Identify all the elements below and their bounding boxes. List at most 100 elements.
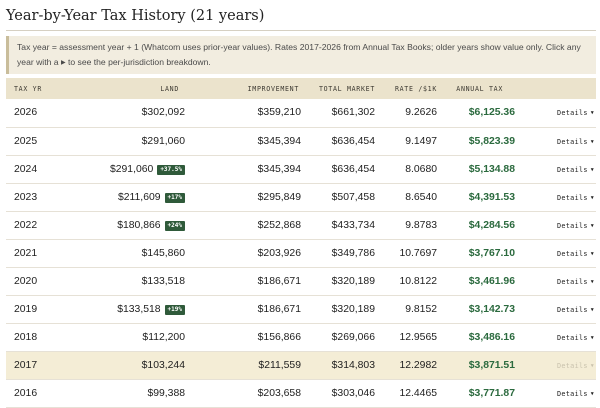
cell-annual-tax: $4,391.53 xyxy=(437,183,519,212)
cell-details: Details ▼ xyxy=(519,211,596,240)
cell-land: $211,609 +17% xyxy=(68,183,193,212)
table-row[interactable]: 2021 $145,860 $203,926 $349,786 10.7697 $3,76… xyxy=(6,239,596,268)
cell-total-market: $661,302 xyxy=(303,99,375,128)
details-toggle[interactable]: Details ▼ xyxy=(557,166,594,174)
cell-total-market: $349,786 xyxy=(303,239,375,268)
land-change-badge: +37.5% xyxy=(157,164,185,175)
cell-rate: 12.9565 xyxy=(375,323,437,352)
cell-rate: 10.8122 xyxy=(375,267,437,296)
land-value: $291,060 xyxy=(141,135,185,147)
land-change-badge: +19% xyxy=(164,304,185,315)
cell-rate: 12.2982 xyxy=(375,351,437,380)
cell-tax-year: 2026 xyxy=(6,99,68,128)
cell-improvement: $203,658 xyxy=(193,379,303,408)
cell-land: $103,244 xyxy=(68,351,193,380)
details-toggle[interactable]: Details ▼ xyxy=(557,194,594,202)
table-row[interactable]: 2026 $302,092 $359,210 $661,302 9.2626 $6,125… xyxy=(6,99,596,128)
cell-rate: 8.0680 xyxy=(375,155,437,184)
table-row[interactable]: 2023 $211,609 +17% $295,849 $507,458 8.6540 $4… xyxy=(6,183,596,212)
land-value: $291,060 xyxy=(109,163,154,175)
land-change-badge: +17% xyxy=(164,192,185,203)
cell-improvement: $203,926 xyxy=(193,239,303,268)
header-total-market[interactable]: TOTAL MARKET xyxy=(303,78,375,99)
cell-annual-tax: $3,771.87 xyxy=(437,379,519,408)
cell-improvement: $211,559 xyxy=(193,351,303,380)
tax-history-table: TAX YR LAND IMPROVEMENT TOTAL MARKET RAT… xyxy=(6,78,596,408)
header-tax-year[interactable]: TAX YR xyxy=(6,78,68,99)
cell-tax-year: 2021 xyxy=(6,239,68,268)
triangle-down-icon: ▼ xyxy=(590,362,595,369)
land-change-badge: +24% xyxy=(164,220,185,231)
details-toggle[interactable]: Details ▼ xyxy=(557,250,594,258)
table-row[interactable]: 2025 $291,060 $345,394 $636,454 9.1497 $5,823… xyxy=(6,127,596,156)
land-value: $99,388 xyxy=(147,387,185,399)
cell-land: $291,060 xyxy=(68,127,193,156)
cell-tax-year: 2019 xyxy=(6,295,68,324)
triangle-down-icon: ▼ xyxy=(590,166,595,173)
cell-land: $302,092 xyxy=(68,99,193,128)
cell-annual-tax: $4,284.56 xyxy=(437,211,519,240)
details-label: Details xyxy=(557,305,588,314)
land-value: $302,092 xyxy=(141,107,185,119)
cell-details: Details ▼ xyxy=(519,239,596,268)
details-toggle[interactable]: Details ▼ xyxy=(557,109,594,117)
cell-improvement: $252,868 xyxy=(193,211,303,240)
details-toggle[interactable]: Details ▼ xyxy=(557,390,594,398)
notice-text-after: to see the per-jurisdiction breakdown. xyxy=(67,57,211,67)
cell-total-market: $507,458 xyxy=(303,183,375,212)
cell-details: Details ▼ xyxy=(519,379,596,408)
details-label: Details xyxy=(557,361,588,370)
land-value: $145,860 xyxy=(141,247,185,259)
header-annual-tax[interactable]: ANNUAL TAX xyxy=(437,78,519,99)
details-toggle[interactable]: Details ▼ xyxy=(557,306,594,314)
cell-details: Details ▼ xyxy=(519,155,596,184)
details-toggle[interactable]: Details ▼ xyxy=(557,278,594,286)
cell-land: $133,518 xyxy=(68,267,193,296)
details-label: Details xyxy=(557,389,588,398)
triangle-right-icon: ▶ xyxy=(60,60,66,66)
triangle-down-icon: ▼ xyxy=(590,138,595,145)
land-value: $133,518 xyxy=(117,303,161,315)
table-row[interactable]: 2018 $112,200 $156,866 $269,066 12.9565 $3,48… xyxy=(6,323,596,352)
cell-tax-year: 2024 xyxy=(6,155,68,184)
info-notice: Tax year = assessment year + 1 (Whatcom … xyxy=(6,36,596,74)
details-toggle[interactable]: Details ▼ xyxy=(557,362,594,370)
table-row[interactable]: 2020 $133,518 $186,671 $320,189 10.8122 $3,46… xyxy=(6,267,596,296)
table-row[interactable]: 2016 $99,388 $203,658 $303,046 12.4465 $3,771… xyxy=(6,379,596,408)
cell-improvement: $156,866 xyxy=(193,323,303,352)
cell-land: $180,866 +24% xyxy=(68,211,193,240)
cell-rate: 10.7697 xyxy=(375,239,437,268)
details-toggle[interactable]: Details ▼ xyxy=(557,138,594,146)
header-rate[interactable]: RATE /$1K xyxy=(375,78,437,99)
header-improvement[interactable]: IMPROVEMENT xyxy=(193,78,303,99)
details-label: Details xyxy=(557,137,588,146)
cell-total-market: $636,454 xyxy=(303,127,375,156)
table-row[interactable]: 2022 $180,866 +24% $252,868 $433,734 9.8783 $4… xyxy=(6,211,596,240)
cell-annual-tax: $3,767.10 xyxy=(437,239,519,268)
triangle-down-icon: ▼ xyxy=(590,222,595,229)
details-toggle[interactable]: Details ▼ xyxy=(557,334,594,342)
table-row[interactable]: 2019 $133,518 +19% $186,671 $320,189 9.8152 $3… xyxy=(6,295,596,324)
table-row[interactable]: 2017 $103,244 $211,559 $314,803 12.2982 $3,87… xyxy=(6,351,596,380)
cell-land: $133,518 +19% xyxy=(68,295,193,324)
cell-rate: 9.8783 xyxy=(375,211,437,240)
cell-total-market: $269,066 xyxy=(303,323,375,352)
cell-improvement: $186,671 xyxy=(193,295,303,324)
cell-land: $99,388 xyxy=(68,379,193,408)
triangle-down-icon: ▼ xyxy=(590,194,595,201)
cell-rate: 12.4465 xyxy=(375,379,437,408)
cell-tax-year: 2022 xyxy=(6,211,68,240)
triangle-down-icon: ▼ xyxy=(590,278,595,285)
header-land[interactable]: LAND xyxy=(68,78,193,99)
details-toggle[interactable]: Details ▼ xyxy=(557,222,594,230)
cell-annual-tax: $6,125.36 xyxy=(437,99,519,128)
cell-total-market: $320,189 xyxy=(303,295,375,324)
cell-land: $145,860 xyxy=(68,239,193,268)
land-value: $112,200 xyxy=(142,331,185,343)
triangle-down-icon: ▼ xyxy=(590,110,595,117)
header-details xyxy=(519,78,596,99)
table-row[interactable]: 2024 $291,060 +37.5% $345,394 $636,454 8.0680… xyxy=(6,155,596,184)
cell-improvement: $295,849 xyxy=(193,183,303,212)
cell-tax-year: 2017 xyxy=(6,351,68,380)
cell-total-market: $636,454 xyxy=(303,155,375,184)
